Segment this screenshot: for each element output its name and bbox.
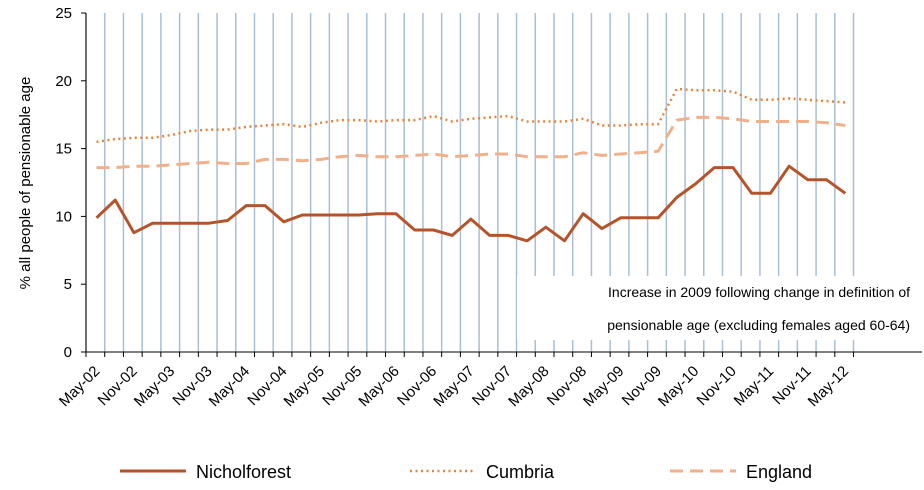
y-tick-label: 10 bbox=[55, 208, 72, 225]
annotation-background bbox=[517, 276, 917, 340]
x-tick-label: May-03 bbox=[131, 363, 178, 410]
x-tick-label: May-05 bbox=[281, 363, 328, 410]
axes bbox=[85, 13, 922, 353]
x-tick-label: May-07 bbox=[430, 363, 477, 410]
y-tick-label: 15 bbox=[55, 141, 72, 158]
legend-label-england: England bbox=[746, 462, 812, 482]
series-line-cumbria bbox=[96, 87, 846, 144]
series-line-england bbox=[96, 115, 846, 170]
y-tick-labels: 0 5 10 15 20 25 bbox=[55, 5, 86, 361]
x-tick-label: May-09 bbox=[580, 363, 627, 410]
series-line-nicholforest bbox=[95, 164, 847, 243]
x-tick-label: May-08 bbox=[505, 363, 552, 410]
y-tick-label: 5 bbox=[64, 276, 72, 293]
x-tick-label: May-04 bbox=[206, 363, 253, 410]
x-tick-label: May-10 bbox=[655, 363, 702, 410]
legend-label-cumbria: Cumbria bbox=[486, 462, 555, 482]
x-tick-labels: May-02Nov-02May-03Nov-03May-04Nov-04May-… bbox=[56, 352, 855, 410]
x-tick-label: May-11 bbox=[731, 363, 778, 410]
x-tick-label: Nov-10 bbox=[694, 363, 740, 409]
y-tick-label: 20 bbox=[55, 73, 72, 90]
legend-label-nicholforest: Nicholforest bbox=[196, 462, 291, 482]
x-tick-label: May-12 bbox=[805, 363, 852, 410]
y-tick-label: 25 bbox=[55, 5, 72, 22]
y-axis-title: % all people of pensionable age bbox=[17, 77, 34, 290]
x-tick-label: May-06 bbox=[355, 363, 402, 410]
x-tick-label: May-02 bbox=[56, 363, 103, 410]
legend: Nicholforest Cumbria England bbox=[120, 462, 812, 482]
y-tick-label: 0 bbox=[64, 344, 72, 361]
annotation-line-2: pensionable age (excluding females aged … bbox=[607, 317, 910, 333]
series-lines bbox=[95, 87, 847, 243]
annotation-line-1: Increase in 2009 following change in def… bbox=[608, 284, 910, 300]
